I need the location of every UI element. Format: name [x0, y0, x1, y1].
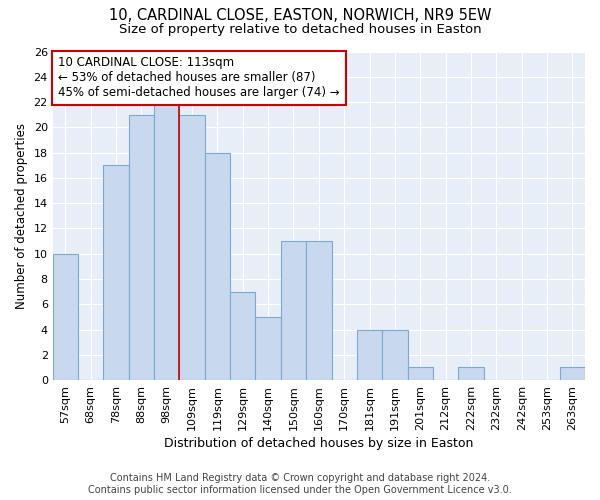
X-axis label: Distribution of detached houses by size in Easton: Distribution of detached houses by size …	[164, 437, 473, 450]
Text: 10 CARDINAL CLOSE: 113sqm
← 53% of detached houses are smaller (87)
45% of semi-: 10 CARDINAL CLOSE: 113sqm ← 53% of detac…	[58, 56, 340, 100]
Bar	[256, 317, 281, 380]
Bar	[560, 368, 585, 380]
Y-axis label: Number of detached properties: Number of detached properties	[15, 123, 28, 309]
Bar	[382, 330, 407, 380]
Bar	[103, 165, 129, 380]
Bar	[129, 114, 154, 380]
Bar	[179, 114, 205, 380]
Text: Size of property relative to detached houses in Easton: Size of property relative to detached ho…	[119, 22, 481, 36]
Bar	[407, 368, 433, 380]
Bar	[53, 254, 78, 380]
Text: 10, CARDINAL CLOSE, EASTON, NORWICH, NR9 5EW: 10, CARDINAL CLOSE, EASTON, NORWICH, NR9…	[109, 8, 491, 22]
Bar	[154, 102, 179, 380]
Bar	[458, 368, 484, 380]
Bar	[306, 241, 332, 380]
Text: Contains HM Land Registry data © Crown copyright and database right 2024.
Contai: Contains HM Land Registry data © Crown c…	[88, 474, 512, 495]
Bar	[205, 152, 230, 380]
Bar	[357, 330, 382, 380]
Bar	[281, 241, 306, 380]
Bar	[230, 292, 256, 380]
